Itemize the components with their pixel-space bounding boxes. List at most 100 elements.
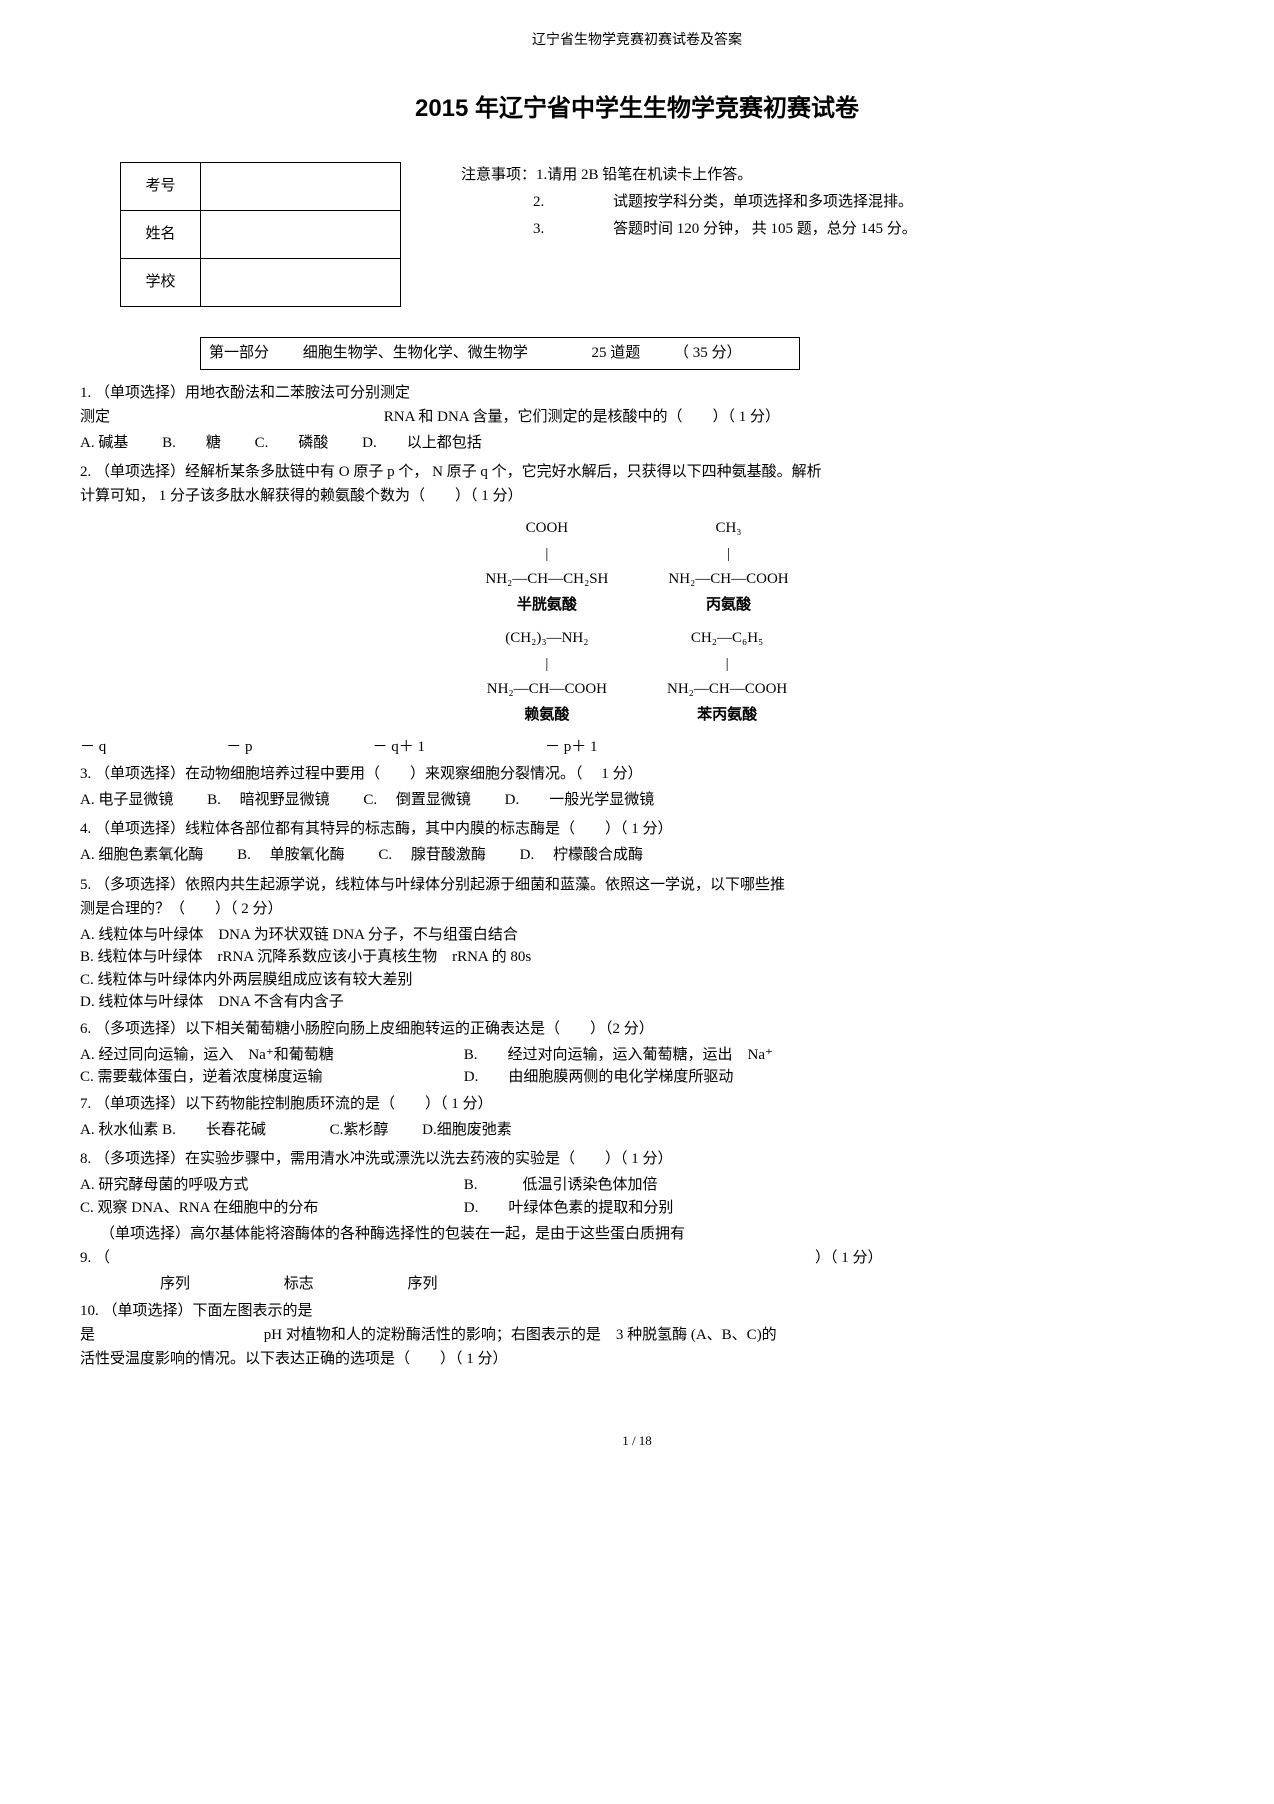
- q8-opt-d: D. 叶绿体色素的提取和分别: [464, 1200, 674, 1216]
- q7-opt-c: C.紫杉醇: [330, 1119, 389, 1142]
- q10-text2: pH 对植物和人的淀粉酶活性的影响；右图表示的是 3 种脱氢酶 (A、B、C)的: [264, 1327, 777, 1343]
- q10-text3: 活性受温度影响的情况。以下表达正确的选项是（ ）（ 1 分）: [80, 1351, 508, 1367]
- question-7: 7. （单项选择）以下药物能控制胞质环流的是（ ）（ 1 分）: [80, 1092, 1194, 1116]
- q3-num: 3.: [80, 766, 91, 782]
- formula-cys: COOH | NH₂—CH—CH₂SH 半胱氨酸: [485, 516, 608, 618]
- q8-opt-b: B. 低温引诱染色体加倍: [464, 1177, 658, 1193]
- q7-opt-d: D.细胞废弛素: [422, 1119, 512, 1142]
- q5-opt-c: C. 线粒体与叶绿体内外两层膜组成应该有较大差别: [80, 969, 1194, 992]
- question-4: 4. （单项选择）线粒体各部位都有其特异的标志酶，其中内膜的标志酶是（ ）（ 1…: [80, 817, 1194, 841]
- q2-opt-d: － p＋ 1: [545, 736, 598, 759]
- formula-lys: (CH₂)₃—NH₂ | NH₂—CH—COOH 赖氨酸: [487, 626, 607, 728]
- q1-text1: （单项选择）用地衣酚法和二苯胺法可分别测定: [95, 385, 410, 401]
- header-note: 辽宁省生物学竞赛初赛试卷及答案: [80, 30, 1194, 51]
- exam-no-value: [201, 163, 401, 211]
- q2-text1: （单项选择）经解析某条多肽链中有 O 原子 p 个， N 原子 q 个，它完好水…: [95, 464, 822, 480]
- q1-opt-b: B. 糖: [162, 432, 221, 455]
- question-10: 10. （单项选择）下面左图表示的是 是 pH 对植物和人的淀粉酶活性的影响；右…: [80, 1299, 1194, 1371]
- section-score: （ 35 分）: [674, 342, 742, 365]
- q3-text: （单项选择）在动物细胞培养过程中要用（ ）来观察细胞分裂情况。（ 1 分）: [95, 766, 643, 782]
- q8-opt-c: C. 观察 DNA、RNA 在细胞中的分布: [80, 1197, 460, 1220]
- q2-text2: 计算可知， 1 分子该多肽水解获得的赖氨酸个数为（ ）（ 1 分）: [80, 488, 523, 504]
- school-value: [201, 259, 401, 307]
- q3-opt-b: B. 暗视野显微镜: [207, 789, 330, 812]
- q2-opt-a: － q: [80, 736, 106, 759]
- q3-opt-a: A. 电子显微镜: [80, 789, 173, 812]
- q5-text2: 测是合理的？（ ）（ 2 分）: [80, 901, 283, 917]
- q4-options: A. 细胞色素氧化酶 B. 单胺氧化酶 C. 腺苷酸激酶 D. 柠檬酸合成酶: [80, 844, 1194, 867]
- question-2: 2. （单项选择）经解析某条多肽链中有 O 原子 p 个， N 原子 q 个，它…: [80, 460, 1194, 508]
- exam-no-label: 考号: [121, 163, 201, 211]
- formula-phe: CH₂—C₆H₅ | NH₂—CH—COOH 苯丙氨酸: [667, 626, 787, 728]
- notice-2-num: 2.: [533, 189, 613, 216]
- section-part: 第一部分: [209, 342, 299, 365]
- q9-num: 9.: [80, 1250, 91, 1266]
- q10-text2-pre: 是: [80, 1327, 260, 1343]
- q7-options: A. 秋水仙素 B. 长春花碱 C.紫杉醇 D.细胞废弛素: [80, 1119, 1194, 1142]
- q4-opt-d: D. 柠檬酸合成酶: [520, 844, 643, 867]
- q1-options: A. 碱基 B. 糖 C. 磷酸 D. 以上都包括: [80, 432, 1194, 455]
- q8-opt-a: A. 研究酵母菌的呼吸方式: [80, 1174, 460, 1197]
- q4-num: 4.: [80, 821, 91, 837]
- q4-text: （单项选择）线粒体各部位都有其特异的标志酶，其中内膜的标志酶是（ ）（ 1 分）: [95, 821, 673, 837]
- page-title: 2015 年辽宁省中学生生物学竞赛初赛试卷: [80, 91, 1194, 127]
- q8-text: （多项选择）在实验步骤中，需用清水冲洗或漂洗以洗去药液的实验是（ ）（ 1 分）: [95, 1151, 673, 1167]
- q5-opt-d: D. 线粒体与叶绿体 DNA 不含有内含子: [80, 991, 1194, 1014]
- q2-num: 2.: [80, 464, 91, 480]
- q5-options: A. 线粒体与叶绿体 DNA 为环状双链 DNA 分子，不与组蛋白结合 B. 线…: [80, 924, 1194, 1014]
- q2-options: － q － p － q＋ 1 － p＋ 1: [80, 736, 1194, 759]
- question-1: 1. （单项选择）用地衣酚法和二苯胺法可分别测定 测定 RNA 和 DNA 含量…: [80, 381, 1194, 429]
- question-6: 6. （多项选择）以下相关葡萄糖小肠腔向肠上皮细胞转运的正确表达是（ ）（2 分…: [80, 1017, 1194, 1041]
- q9-text1: （单项选择）高尔基体能将溶酶体的各种酶选择性的包装在一起，是由于这些蛋白质拥有: [100, 1226, 685, 1242]
- q1-text2: RNA 和 DNA 含量，它们测定的是核酸中的（ ）（ 1 分）: [384, 409, 780, 425]
- q10-text1: （单项选择）下面左图表示的是: [103, 1303, 313, 1319]
- name-label: 姓名: [121, 211, 201, 259]
- q8-options: A. 研究酵母菌的呼吸方式 B. 低温引诱染色体加倍 C. 观察 DNA、RNA…: [80, 1174, 1194, 1219]
- q1-opt-a: A. 碱基: [80, 432, 128, 455]
- q2-opt-b: － p: [226, 736, 252, 759]
- q5-num: 5.: [80, 877, 91, 893]
- question-9: （单项选择）高尔基体能将溶酶体的各种酶选择性的包装在一起，是由于这些蛋白质拥有 …: [80, 1222, 1194, 1270]
- name-value: [201, 211, 401, 259]
- q9-text2: （ ）（ 1 分）: [95, 1250, 883, 1266]
- q7-opt-ab: A. 秋水仙素 B. 长春花碱: [80, 1119, 266, 1142]
- q1-num: 1.: [80, 385, 91, 401]
- q6-opt-d: D. 由细胞膜两侧的电化学梯度所驱动: [464, 1069, 734, 1085]
- notice-3-num: 3.: [533, 216, 613, 243]
- section-count-label: 道题: [610, 342, 670, 365]
- q9-sub-2: 标志: [284, 1273, 404, 1296]
- notice-header: 注意事项：: [461, 162, 536, 189]
- q7-num: 7.: [80, 1096, 91, 1112]
- q1-opt-d: D. 以上都包括: [362, 432, 482, 455]
- q3-opt-d: D. 一般光学显微镜: [505, 789, 655, 812]
- q6-opt-a: A. 经过同向运输，运入 Na⁺和葡萄糖: [80, 1044, 460, 1067]
- top-info-row: 考号 姓名 学校 注意事项： 1. 请用 2B 铅笔在机读卡上作答。 2. 试题…: [80, 162, 1194, 307]
- q5-text1: （多项选择）依照内共生起源学说，线粒体与叶绿体分别起源于细菌和蓝藻。依照这一学说…: [95, 877, 785, 893]
- formula-ala: CH₃ | NH₂—CH—COOH 丙氨酸: [668, 516, 788, 618]
- q4-opt-a: A. 细胞色素氧化酶: [80, 844, 203, 867]
- section-header: 第一部分 细胞生物学、生物化学、微生物学 25 道题 （ 35 分）: [200, 337, 800, 370]
- q9-sub-options: 序列 标志 序列: [160, 1273, 1194, 1296]
- question-3: 3. （单项选择）在动物细胞培养过程中要用（ ）来观察细胞分裂情况。（ 1 分）: [80, 762, 1194, 786]
- q8-num: 8.: [80, 1151, 91, 1167]
- q10-num: 10.: [80, 1303, 99, 1319]
- q3-options: A. 电子显微镜 B. 暗视野显微镜 C. 倒置显微镜 D. 一般光学显微镜: [80, 789, 1194, 812]
- notice-block: 注意事项： 1. 请用 2B 铅笔在机读卡上作答。 2. 试题按学科分类，单项选…: [461, 162, 917, 243]
- q6-opt-c: C. 需要载体蛋白，逆着浓度梯度运输: [80, 1066, 460, 1089]
- q6-options: A. 经过同向运输，运入 Na⁺和葡萄糖 B. 经过对向运输，运入葡萄糖，运出 …: [80, 1044, 1194, 1089]
- q1-opt-c: C. 磷酸: [255, 432, 329, 455]
- candidate-info-table: 考号 姓名 学校: [120, 162, 401, 307]
- notice-3-text: 答题时间 120 分钟， 共 105 题，总分 145 分。: [613, 216, 917, 243]
- q2-formulas: COOH | NH₂—CH—CH₂SH 半胱氨酸 CH₃ | NH₂—CH—CO…: [80, 516, 1194, 728]
- question-5: 5. （多项选择）依照内共生起源学说，线粒体与叶绿体分别起源于细菌和蓝藻。依照这…: [80, 873, 1194, 921]
- q1-text2-pre: 测定: [80, 409, 380, 425]
- q9-sub-1: 序列: [160, 1273, 280, 1296]
- notice-2-text: 试题按学科分类，单项选择和多项选择混排。: [613, 189, 913, 216]
- q7-text: （单项选择）以下药物能控制胞质环流的是（ ）（ 1 分）: [95, 1096, 493, 1112]
- notice-1-text: 请用 2B 铅笔在机读卡上作答。: [547, 162, 752, 189]
- q4-opt-b: B. 单胺氧化酶: [237, 844, 345, 867]
- q9-sub-3: 序列: [408, 1276, 438, 1292]
- q6-opt-b: B. 经过对向运输，运入葡萄糖，运出 Na⁺: [464, 1047, 773, 1063]
- q2-opt-c: － q＋ 1: [373, 736, 426, 759]
- q5-opt-a: A. 线粒体与叶绿体 DNA 为环状双链 DNA 分子，不与组蛋白结合: [80, 924, 1194, 947]
